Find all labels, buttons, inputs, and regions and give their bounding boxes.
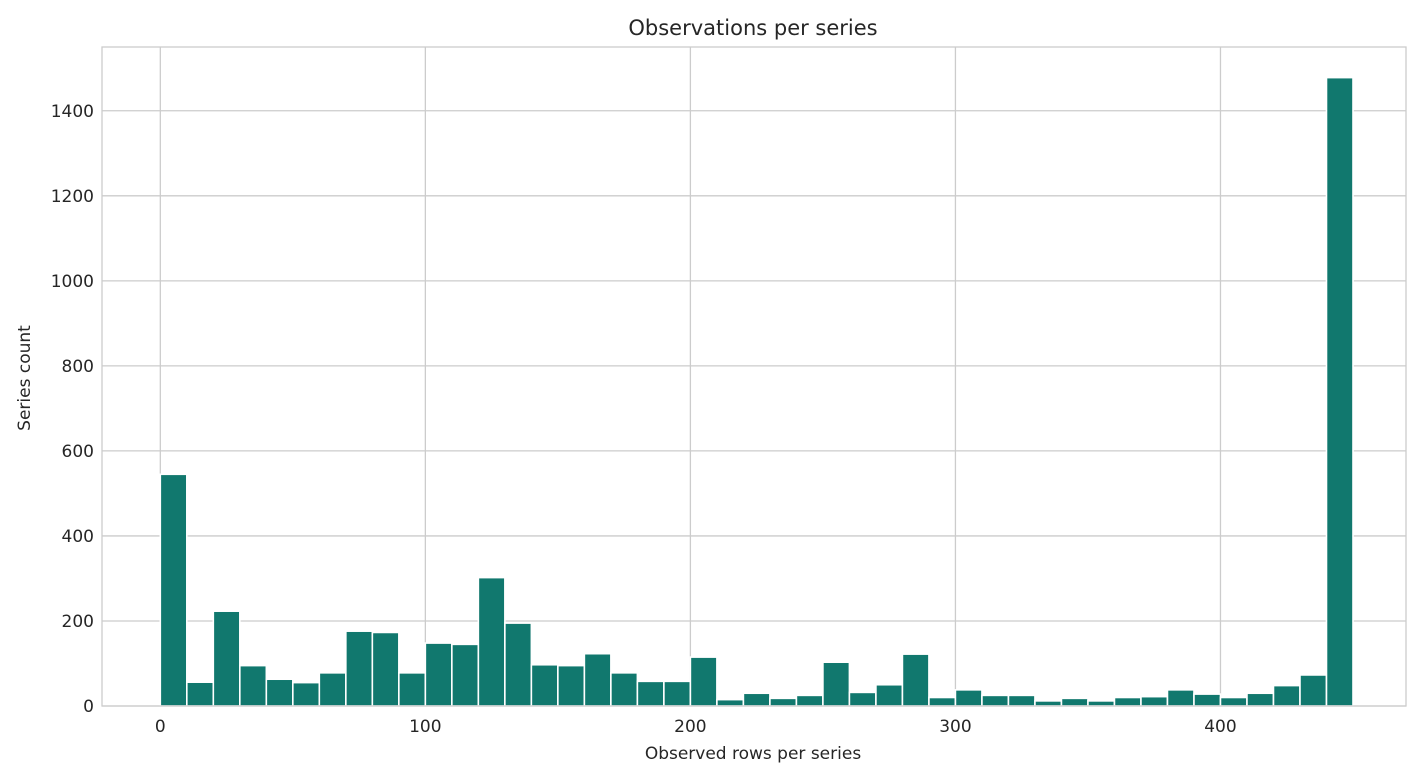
histogram-bar: [583, 652, 612, 707]
y-tick-label: 1200: [51, 187, 94, 207]
histogram-bar: [292, 681, 321, 707]
histogram-bar: [345, 630, 374, 707]
histogram-bar: [451, 643, 480, 707]
y-tick-label: 1400: [51, 102, 94, 122]
histogram-bar: [981, 694, 1010, 707]
y-tick-label: 600: [62, 442, 94, 462]
histogram-bar: [1246, 692, 1275, 707]
y-tick-label: 0: [83, 697, 94, 717]
x-axis-label: Observed rows per series: [645, 744, 862, 764]
histogram-bar: [822, 661, 851, 707]
x-tick-label: 0: [155, 717, 166, 737]
histogram-bar: [954, 689, 983, 707]
y-axis-ticks: 0 200 400 600 800 1000 1200 1400: [51, 102, 94, 717]
histogram-bar: [1060, 697, 1089, 707]
histogram-bar: [742, 692, 771, 707]
histogram-bar: [1034, 700, 1063, 707]
y-tick-label: 200: [62, 612, 94, 632]
histogram-bar: [398, 672, 427, 707]
histogram-bar: [1299, 674, 1328, 707]
histogram-bar: [1272, 684, 1301, 707]
histogram-bar: [239, 664, 268, 707]
histogram-bar: [186, 681, 215, 707]
histogram-bar: [530, 663, 559, 707]
histogram-bar: [1140, 695, 1169, 707]
histogram-bar: [371, 631, 400, 707]
x-tick-label: 200: [674, 717, 706, 737]
histogram-bar: [318, 672, 347, 707]
x-tick-label: 300: [939, 717, 971, 737]
bars: [159, 76, 1354, 707]
y-tick-label: 1000: [51, 272, 94, 292]
histogram-bar: [504, 622, 533, 707]
histogram-bar: [716, 698, 745, 707]
histogram-bar: [477, 576, 506, 707]
chart-title: Observations per series: [628, 16, 877, 40]
x-tick-label: 100: [409, 717, 441, 737]
histogram-bar: [610, 672, 639, 707]
histogram-bar: [795, 694, 824, 707]
histogram-bar: [636, 680, 665, 707]
plot-frame: [101, 46, 1407, 707]
x-tick-label: 400: [1204, 717, 1236, 737]
histogram-bar: [424, 642, 453, 707]
histogram-bar: [1007, 694, 1036, 707]
histogram-bar: [1166, 689, 1195, 707]
histogram-bar: [1325, 76, 1354, 707]
histogram-bar: [557, 664, 586, 707]
y-tick-label: 400: [62, 527, 94, 547]
histogram-bar: [1113, 696, 1142, 707]
histogram-bar: [1087, 700, 1116, 707]
histogram-bar: [689, 656, 718, 707]
histogram-bar: [663, 680, 692, 707]
y-axis-label: Series count: [15, 325, 35, 431]
y-tick-label: 800: [62, 357, 94, 377]
x-axis-ticks: 0 100 200 300 400: [155, 717, 1237, 737]
histogram-bar: [1193, 693, 1222, 707]
histogram-bar: [848, 691, 877, 707]
grid: [102, 47, 1406, 707]
histogram-bar: [1219, 696, 1248, 707]
histogram-bar: [212, 610, 241, 707]
histogram-bar: [928, 696, 957, 707]
histogram-bar: [159, 473, 188, 707]
histogram-bar: [265, 678, 294, 707]
histogram-bar: [769, 697, 798, 707]
histogram-bar: [901, 653, 930, 707]
histogram-bar: [875, 683, 904, 707]
